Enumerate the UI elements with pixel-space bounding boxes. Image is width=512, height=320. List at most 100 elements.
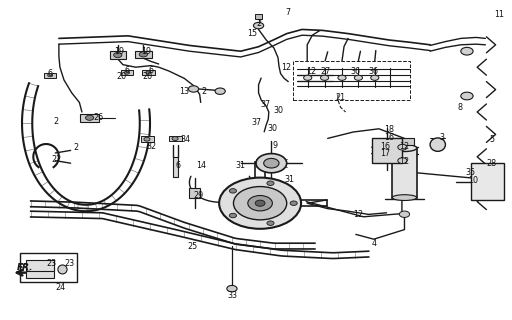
Text: 12: 12 xyxy=(399,142,409,151)
Text: 32: 32 xyxy=(146,142,156,151)
Circle shape xyxy=(304,75,312,80)
Text: 23: 23 xyxy=(64,259,74,268)
Text: 4: 4 xyxy=(371,239,376,248)
Circle shape xyxy=(321,75,329,80)
Text: 19: 19 xyxy=(141,47,151,56)
Bar xyxy=(372,138,402,163)
Text: 33: 33 xyxy=(227,291,238,300)
Text: 7: 7 xyxy=(285,8,290,17)
Text: 24: 24 xyxy=(55,284,66,292)
Text: 20: 20 xyxy=(116,72,126,81)
Text: 9: 9 xyxy=(273,141,278,150)
Bar xyxy=(110,51,126,59)
Circle shape xyxy=(86,115,94,120)
Text: 15: 15 xyxy=(247,29,258,38)
Text: 5: 5 xyxy=(489,135,494,144)
Text: 34: 34 xyxy=(181,135,191,144)
Circle shape xyxy=(172,137,178,140)
Bar xyxy=(169,136,182,141)
Text: 28: 28 xyxy=(486,159,497,168)
Text: 14: 14 xyxy=(196,161,206,170)
Text: 25: 25 xyxy=(187,242,197,251)
Text: 26: 26 xyxy=(93,113,103,122)
Bar xyxy=(189,188,200,198)
Bar xyxy=(26,260,54,271)
Text: 19: 19 xyxy=(114,47,124,56)
Bar xyxy=(141,136,154,142)
Text: FR.: FR. xyxy=(16,263,33,272)
Circle shape xyxy=(253,22,264,29)
Circle shape xyxy=(146,71,151,74)
Circle shape xyxy=(215,88,225,94)
Text: 20: 20 xyxy=(142,72,152,81)
Circle shape xyxy=(461,92,473,100)
Text: 18: 18 xyxy=(384,125,394,134)
Circle shape xyxy=(219,178,301,229)
Circle shape xyxy=(399,211,410,218)
Circle shape xyxy=(461,47,473,55)
Text: 21: 21 xyxy=(335,93,346,102)
Bar xyxy=(80,114,99,122)
Circle shape xyxy=(290,201,297,205)
Text: 6: 6 xyxy=(124,66,130,75)
Circle shape xyxy=(264,158,279,168)
Text: 37: 37 xyxy=(261,100,271,109)
Text: 2: 2 xyxy=(73,143,78,152)
Text: 27: 27 xyxy=(321,67,331,76)
Bar xyxy=(173,157,178,177)
Text: 6: 6 xyxy=(176,161,181,170)
Text: 16: 16 xyxy=(380,142,390,151)
Circle shape xyxy=(229,213,237,218)
Ellipse shape xyxy=(392,195,417,200)
Text: 12: 12 xyxy=(281,63,291,72)
Text: 22: 22 xyxy=(51,156,61,164)
Text: 2: 2 xyxy=(201,87,206,96)
Circle shape xyxy=(188,86,199,92)
Text: 35: 35 xyxy=(465,168,475,177)
Text: 36: 36 xyxy=(369,67,379,76)
Circle shape xyxy=(354,75,362,80)
Circle shape xyxy=(267,181,274,186)
Circle shape xyxy=(248,196,272,211)
Ellipse shape xyxy=(58,265,67,274)
Bar xyxy=(395,138,414,145)
Text: 11: 11 xyxy=(494,10,504,19)
Bar xyxy=(392,148,417,197)
Text: 6: 6 xyxy=(148,66,154,75)
Text: 29: 29 xyxy=(194,191,204,200)
Text: 23: 23 xyxy=(46,259,56,268)
Text: 30: 30 xyxy=(268,124,278,133)
Text: 10: 10 xyxy=(468,176,479,185)
Text: 13: 13 xyxy=(179,87,189,96)
Bar xyxy=(26,267,54,278)
Text: 17: 17 xyxy=(380,149,390,158)
Bar xyxy=(255,14,262,19)
Circle shape xyxy=(227,285,237,292)
Text: FR.: FR. xyxy=(18,264,31,273)
Text: 30: 30 xyxy=(273,106,284,115)
Text: 12: 12 xyxy=(399,157,409,166)
Bar xyxy=(44,73,56,78)
Text: 6: 6 xyxy=(48,69,53,78)
Circle shape xyxy=(233,187,287,220)
Text: 31: 31 xyxy=(235,161,245,170)
Bar xyxy=(135,51,152,58)
Circle shape xyxy=(124,71,130,74)
Circle shape xyxy=(371,75,379,80)
Text: 37: 37 xyxy=(251,118,261,127)
Bar xyxy=(293,61,410,100)
Circle shape xyxy=(267,221,274,225)
Text: 2: 2 xyxy=(256,19,261,28)
Circle shape xyxy=(398,158,407,164)
Text: 2: 2 xyxy=(54,117,59,126)
Circle shape xyxy=(256,154,287,173)
Circle shape xyxy=(338,75,346,80)
Text: 12: 12 xyxy=(353,210,364,219)
Circle shape xyxy=(229,188,237,193)
Bar xyxy=(121,70,133,75)
Bar xyxy=(471,163,504,200)
Text: 36: 36 xyxy=(351,67,361,76)
Circle shape xyxy=(144,137,150,141)
Text: 12: 12 xyxy=(306,67,316,76)
Circle shape xyxy=(48,74,53,77)
